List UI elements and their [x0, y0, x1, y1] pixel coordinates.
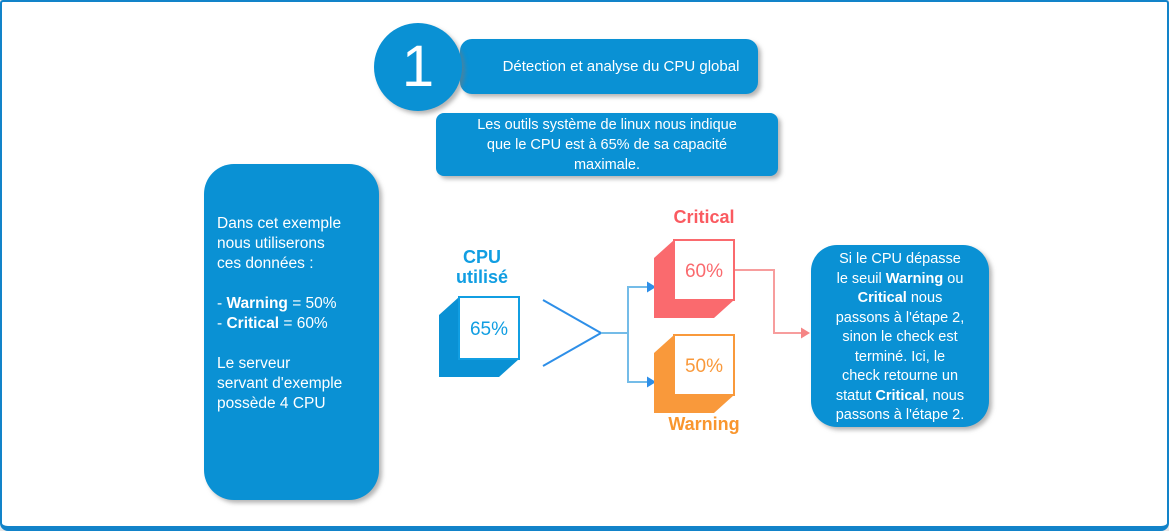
step-title: Détection et analyse du CPU global: [502, 58, 740, 75]
split-connector-top-line: [542, 299, 602, 334]
warning-node-value: 50%: [685, 356, 723, 377]
arrowhead-to-result-icon: [801, 327, 810, 339]
thresholds-paragraph: - Warning = 50% - Critical = 60%: [217, 294, 373, 334]
step-title-box: Détection et analyse du CPU global: [460, 39, 758, 94]
warning-node-label: Warning: [668, 414, 740, 434]
result-box: Si le CPU dépasse le seuil Warning ou Cr…: [811, 245, 989, 427]
result-line-critical: Critical nous: [857, 290, 943, 306]
critical-node-3d-shadow: [654, 240, 734, 318]
critical-node: 60%: [654, 239, 735, 318]
intro-line: Les outils système de linux nous indique: [477, 116, 737, 133]
warning-node-3d-shadow: [654, 335, 734, 413]
step-number: 1: [401, 34, 435, 99]
cpu-node-value: 65%: [470, 319, 508, 340]
critical-to-result-connector: [735, 269, 801, 334]
cpu-node: 65%: [439, 296, 520, 377]
critical-node-label: Critical: [673, 207, 735, 227]
warning-node-face: [673, 334, 735, 396]
split-connector-bottom-line: [542, 332, 602, 367]
result-line-status: statut Critical, nous: [835, 387, 965, 404]
result-line-warning: le seuil Warning ou: [836, 270, 964, 287]
branch-to-critical-connector: [601, 286, 647, 334]
server-paragraph: Le serveur servant d'exemple possède 4 C…: [217, 355, 343, 412]
step-number-badge: 1: [374, 23, 462, 111]
critical-node-face: [673, 239, 735, 301]
example-intro-paragraph: Dans cet exemple nous utiliserons ces do…: [217, 215, 342, 272]
branch-to-warning-connector: [627, 333, 647, 383]
warning-node: 50%: [654, 334, 735, 413]
warning-threshold: - Warning = 50%: [217, 295, 337, 312]
example-data-box: Dans cet exemple nous utiliserons ces do…: [204, 164, 379, 500]
arrowhead-to-critical-icon: [647, 281, 656, 293]
intro-line: maximale.: [573, 156, 641, 173]
arrowhead-to-warning-icon: [647, 376, 656, 388]
critical-threshold: - Critical = 60%: [217, 315, 328, 332]
intro-line: que le CPU est à 65% de sa capacité: [486, 136, 728, 153]
cpu-node-label: CPU utilisé: [455, 247, 508, 287]
intro-box: Les outils système de linux nous indique…: [436, 113, 778, 176]
critical-node-value: 60%: [685, 261, 723, 282]
cpu-node-face: [458, 296, 520, 360]
cpu-node-3d-shadow: [439, 297, 519, 377]
